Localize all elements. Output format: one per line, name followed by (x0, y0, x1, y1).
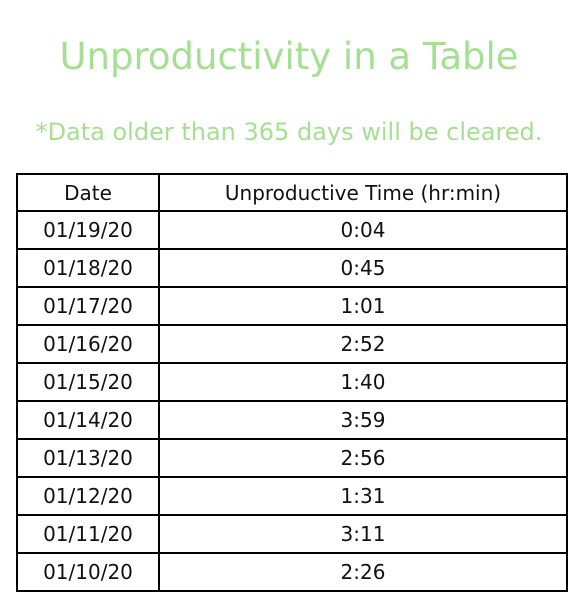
table-row: 01/16/20 2:52 (16, 324, 568, 364)
date-cell: 01/10/20 (16, 552, 160, 592)
date-cell: 01/15/20 (16, 362, 160, 402)
unproductivity-table: Date Unproductive Time (hr:min) 01/19/20… (16, 173, 568, 592)
table-row: 01/11/20 3:11 (16, 514, 568, 554)
unproductive-time-cell: 0:45 (158, 248, 568, 288)
date-cell: 01/17/20 (16, 286, 160, 326)
unproductive-time-cell: 1:01 (158, 286, 568, 326)
table-row: 01/18/20 0:45 (16, 248, 568, 288)
table-row: 01/10/20 2:26 (16, 552, 568, 592)
date-cell: 01/16/20 (16, 324, 160, 364)
table-row: 01/13/20 2:56 (16, 438, 568, 478)
date-cell: 01/19/20 (16, 210, 160, 250)
date-cell: 01/18/20 (16, 248, 160, 288)
unproductive-time-cell: 3:59 (158, 400, 568, 440)
retention-note: *Data older than 365 days will be cleare… (35, 118, 543, 146)
unproductive-time-cell: 3:11 (158, 514, 568, 554)
unproductive-time-cell: 2:26 (158, 552, 568, 592)
table-row: 01/19/20 0:04 (16, 210, 568, 250)
table-row: 01/17/20 1:01 (16, 286, 568, 326)
table-header-row: Date Unproductive Time (hr:min) (16, 173, 568, 212)
date-cell: 01/13/20 (16, 438, 160, 478)
unproductive-time-cell: 1:31 (158, 476, 568, 516)
unproductive-time-cell: 0:04 (158, 210, 568, 250)
date-cell: 01/11/20 (16, 514, 160, 554)
date-cell: 01/14/20 (16, 400, 160, 440)
column-header-date: Date (16, 173, 160, 212)
table-row: 01/12/20 1:31 (16, 476, 568, 516)
table-row: 01/15/20 1:40 (16, 362, 568, 402)
unproductive-time-cell: 1:40 (158, 362, 568, 402)
date-cell: 01/12/20 (16, 476, 160, 516)
page-title: Unproductivity in a Table (59, 35, 519, 78)
column-header-unproductive-time: Unproductive Time (hr:min) (158, 173, 568, 212)
unproductive-time-cell: 2:52 (158, 324, 568, 364)
table-row: 01/14/20 3:59 (16, 400, 568, 440)
unproductive-time-cell: 2:56 (158, 438, 568, 478)
